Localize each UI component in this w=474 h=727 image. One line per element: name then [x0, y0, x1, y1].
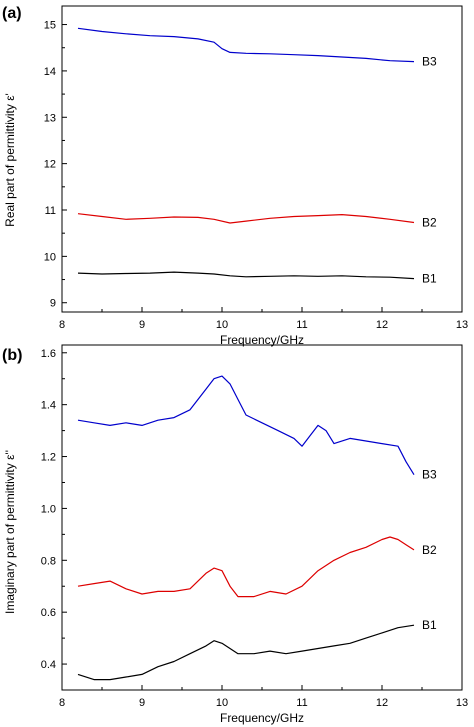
panel-b-y-tick-label: 0.6 — [41, 607, 56, 619]
panel-a-series-b2-label: B2 — [422, 216, 437, 230]
panel-b-y-tick-label: 1.0 — [41, 503, 56, 515]
panel-b-x-tick-label: 8 — [59, 697, 65, 709]
panel-a-series-b3-line — [77, 27, 415, 63]
panel-b: (b) 8 9 10 11 12 13 0.4 0.6 0.8 1.0 1.2 1.4 1.6 B3 B2 B… — [2, 344, 468, 725]
panel-b-y-tick-label: 0.8 — [41, 555, 56, 567]
panel-b-series-b2-line — [77, 536, 415, 598]
panel-b-y-tick-label: 1.4 — [41, 400, 56, 412]
panel-a-y-tick-label: 14 — [44, 66, 56, 78]
panel-a-series-b1-label: B1 — [422, 272, 437, 286]
panel-b-x-tick-label: 12 — [376, 697, 388, 709]
panel-b-label: (b) — [2, 347, 22, 364]
panel-b-y-tick-label: 1.6 — [41, 348, 56, 360]
panel-b-y-tick-label: 1.2 — [41, 452, 56, 464]
panel-b-series-b1-line — [77, 624, 415, 681]
panel-a-series-b3-label: B3 — [422, 55, 437, 69]
panel-b-x-tick-label: 9 — [139, 697, 145, 709]
panel-b-series-b1-label: B1 — [422, 618, 437, 632]
panel-a-label: (a) — [2, 5, 22, 22]
panel-a-y-tick-label: 9 — [50, 298, 56, 310]
panel-a-frame — [61, 5, 463, 313]
panel-a-y-tick-label: 11 — [45, 205, 56, 217]
panel-a-series-b2-line — [77, 213, 415, 224]
panel-a-series-b1-line — [77, 271, 415, 280]
panel-a-y-tick-label: 15 — [44, 20, 56, 32]
panel-b-x-tick-label: 13 — [456, 697, 468, 709]
panel-b-x-axis-label: Frequency/GHz — [220, 711, 304, 725]
panel-b-y-axis-label: Imaginary part of permittivity ε'' — [3, 450, 17, 614]
panel-a-y-tick-label: 10 — [44, 251, 56, 263]
panel-a-x-tick-label: 8 — [59, 319, 65, 331]
panel-b-x-tick-label: 11 — [296, 697, 307, 709]
panel-a-x-tick-label: 13 — [456, 319, 468, 331]
panel-b-series-b2-label: B2 — [422, 543, 437, 557]
panel-a-y-tick-label: 12 — [44, 159, 56, 171]
panel-b-plot-area: 8 9 10 11 12 13 0.4 0.6 0.8 1.0 1.2 1.4 1.6 B3 B2 B1 — [41, 344, 468, 709]
panel-a-x-tick-label: 11 — [296, 319, 307, 331]
panel-a-x-tick-label: 10 — [216, 319, 228, 331]
panel-a-y-axis-label: Real part of permittivity ε' — [3, 93, 17, 227]
panel-a-x-tick-label: 9 — [139, 319, 145, 331]
panel-b-y-tick-label: 0.4 — [41, 659, 56, 671]
panel-b-frame — [61, 344, 463, 691]
panel-a-y-tick-label: 13 — [44, 112, 56, 124]
panel-a-x-axis-label: Frequency/GHz — [220, 333, 304, 347]
panel-b-x-tick-label: 10 — [216, 697, 228, 709]
panel-b-series-b3-line — [77, 375, 415, 476]
panel-a-x-tick-label: 12 — [376, 319, 388, 331]
panel-b-series-b3-label: B3 — [422, 468, 437, 482]
